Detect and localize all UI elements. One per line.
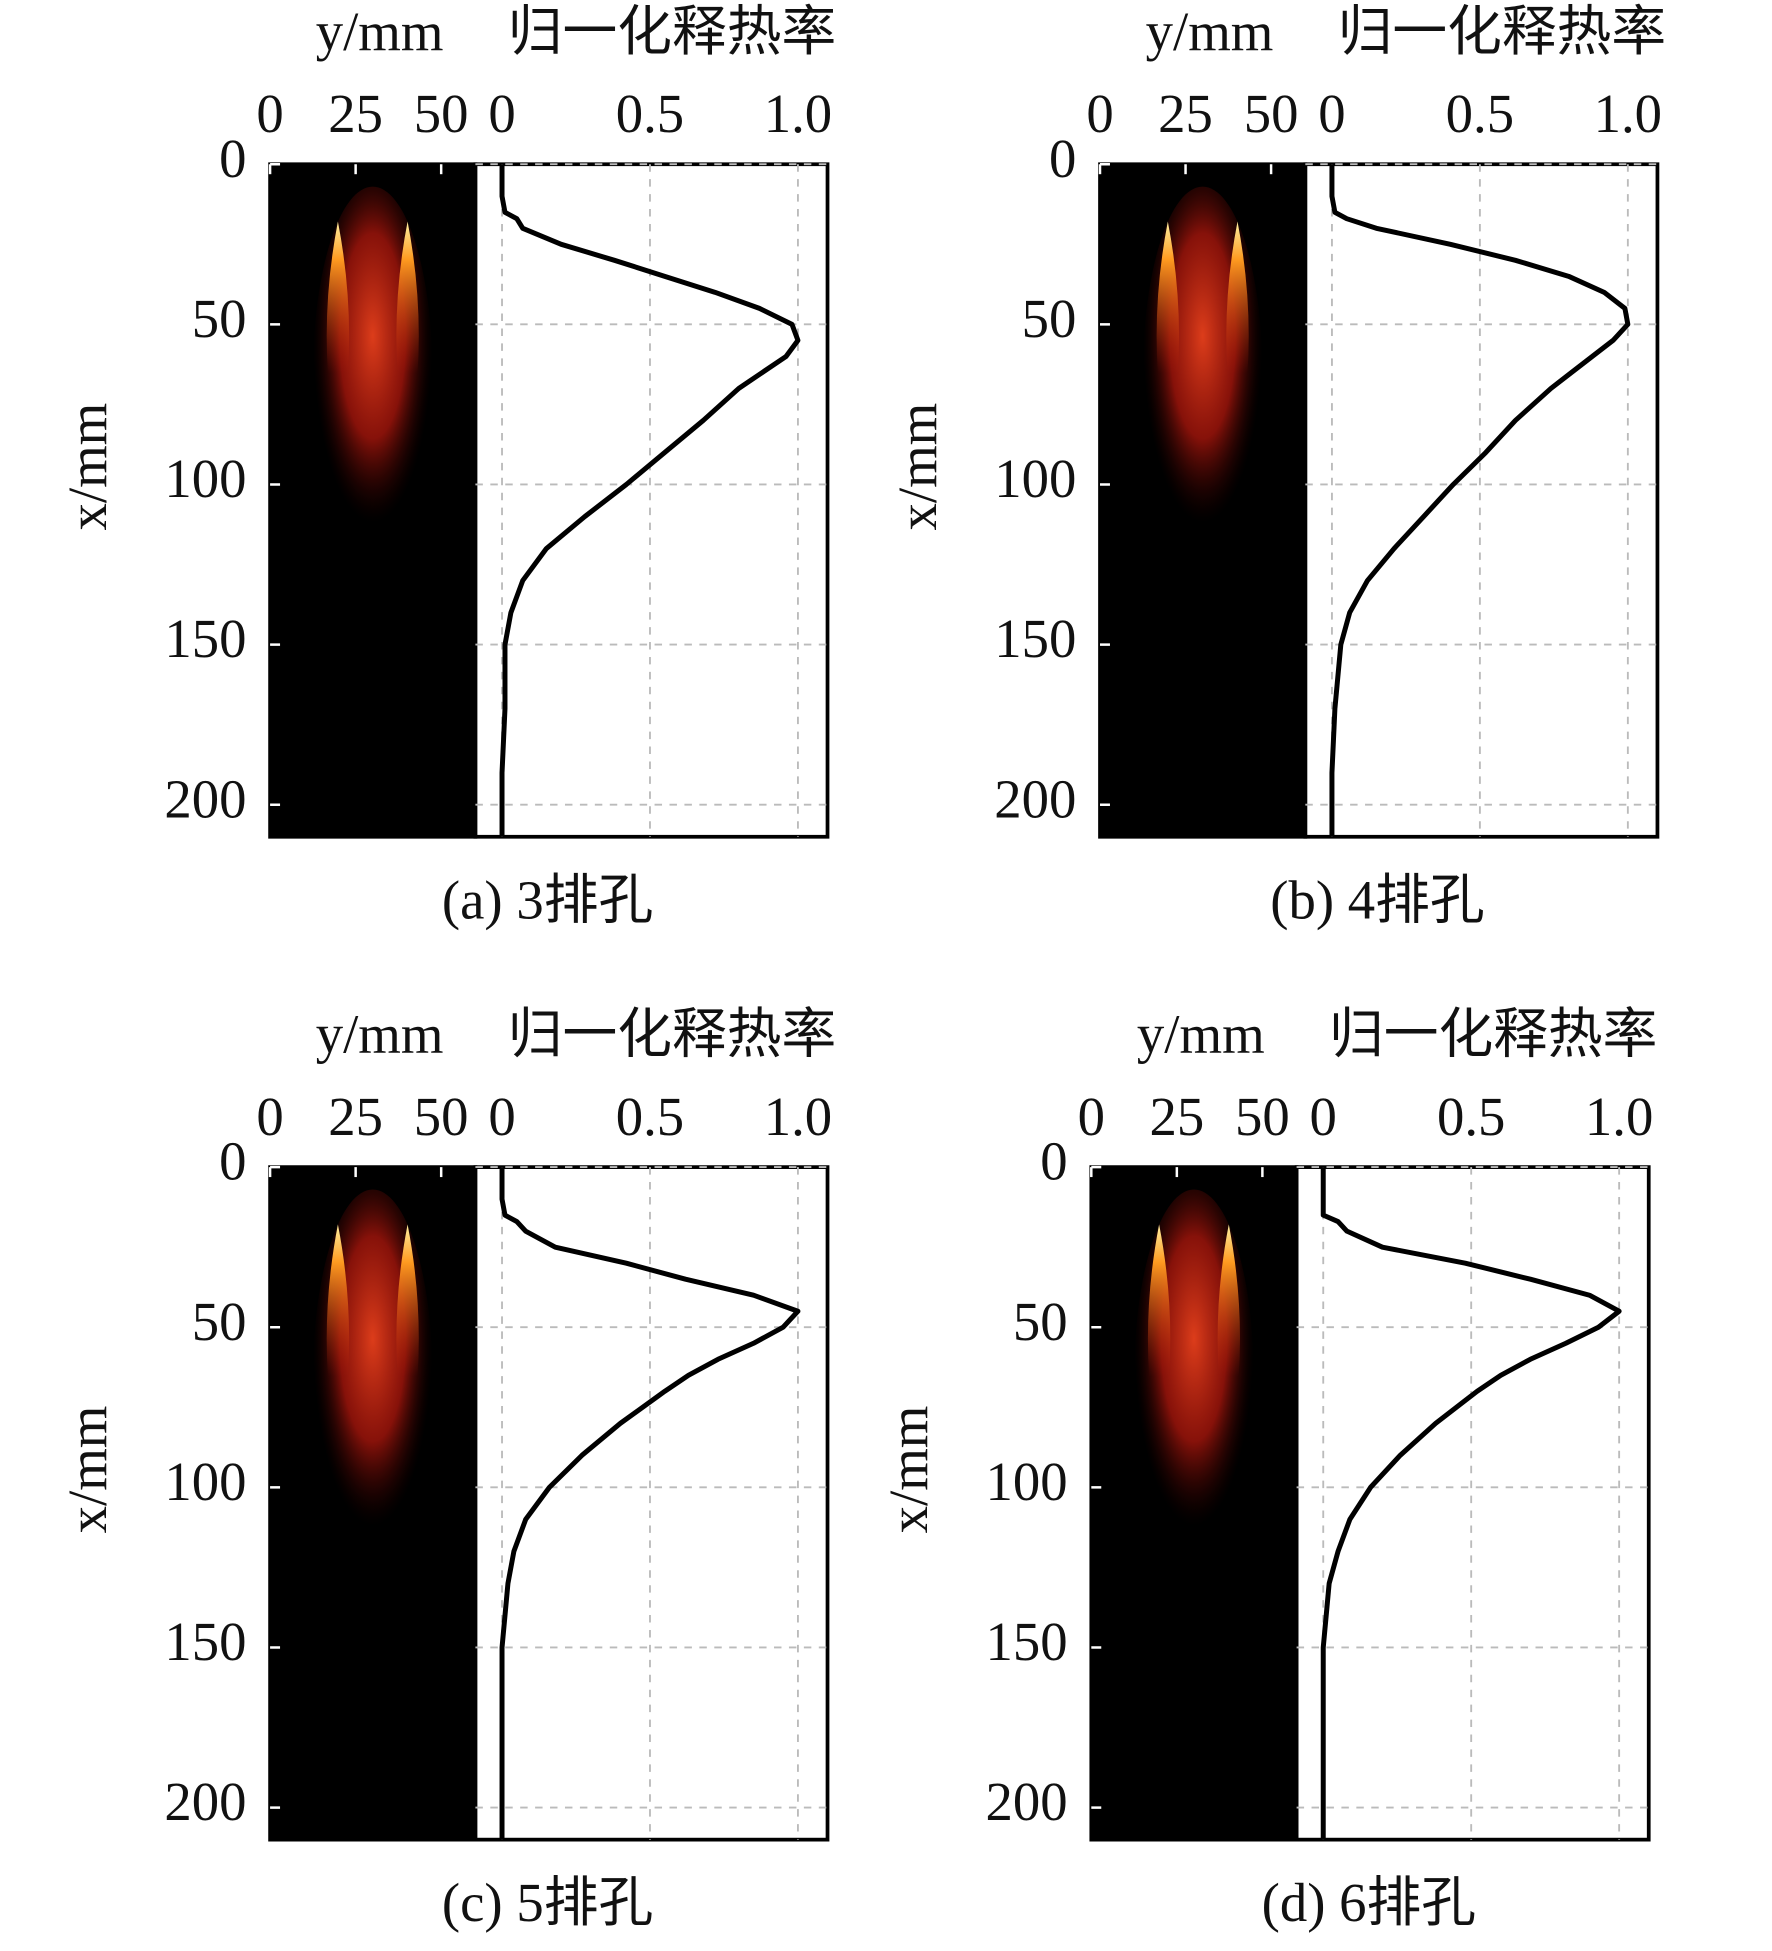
y-axis-label: 归一化释热率 [508,1004,836,1065]
x-axis-label: x/mm [57,1406,118,1534]
y-tick-label: 1.0 [764,83,832,144]
y-tick-label: 0 [1310,1086,1337,1147]
y-tick-label: 0.5 [616,83,684,144]
x-tick-label: 150 [986,1611,1068,1672]
flame-tick-label: 50 [1235,1086,1290,1147]
flame-frame [1098,162,1308,839]
x-tick-label: 50 [192,288,247,349]
x-tick-label: 200 [994,768,1076,829]
x-tick-label: 200 [164,768,246,829]
flame-axis-label: y/mm [1146,1,1274,62]
caption: (d) 6排孔 [1262,1872,1476,1933]
y-tick-label: 0.5 [1446,83,1514,144]
flame-cone [1156,221,1180,374]
plot-frame [1294,1165,1651,1842]
x-tick-label: 100 [164,448,246,509]
x-tick-label: 0 [219,1131,246,1192]
x-axis-label: x/mm [57,403,118,531]
flame-cone [1147,1224,1171,1377]
y-tick-label: 0.5 [616,1086,684,1147]
y-tick-label: 0.5 [1437,1086,1505,1147]
caption: (b) 4排孔 [1270,869,1484,930]
flame-axis-label: y/mm [316,1004,444,1065]
x-tick-label: 50 [1013,1291,1068,1352]
x-tick-label: 0 [219,128,246,189]
flame-cone [326,1224,350,1377]
y-tick-label: 1.0 [1585,1086,1653,1147]
caption: (c) 5排孔 [442,1872,653,1933]
heat-release-line [1320,1167,1622,1840]
x-tick-label: 0 [1040,1131,1067,1192]
plot-frame [1303,162,1660,839]
flame-cone [326,221,350,374]
flame-tick-label: 0 [256,1086,283,1147]
x-tick-label: 50 [192,1291,247,1352]
y-tick-label: 1.0 [764,1086,832,1147]
flame-axis-label: y/mm [1137,1004,1265,1065]
x-tick-label: 100 [994,448,1076,509]
flame-axis-label: y/mm [316,1,444,62]
heat-release-line [499,164,801,837]
flame-cone [396,221,419,374]
flame-tick-label: 25 [328,83,383,144]
flame-tick-label: 50 [414,1086,469,1147]
panel: 0 50 100 150 200 0 0.5 1.0 0 25 50 y/mm 归一化释热率 x/mm (b… [887,1,1666,930]
flame-cone [396,1224,419,1377]
x-tick-label: 0 [1049,128,1076,189]
y-tick-label: 1.0 [1594,83,1662,144]
x-tick-label: 200 [986,1771,1068,1832]
y-tick-label: 0 [1318,83,1345,144]
x-tick-label: 100 [164,1451,246,1512]
flame-cone [1226,221,1249,374]
flame-tick-label: 25 [1158,83,1213,144]
flame-frame [1089,1165,1299,1842]
flame-tick-label: 0 [1086,83,1113,144]
x-tick-label: 200 [164,1771,246,1832]
flame-tick-label: 0 [1078,1086,1105,1147]
flame-tick-label: 50 [414,83,469,144]
y-axis-label: 归一化释热率 [1338,1,1666,62]
x-tick-label: 100 [986,1451,1068,1512]
y-tick-label: 0 [488,83,515,144]
flame-tick-label: 50 [1244,83,1299,144]
x-axis-label: x/mm [887,403,948,531]
x-tick-label: 150 [994,608,1076,669]
x-tick-label: 150 [164,1611,246,1672]
flame-cone [1217,1224,1240,1377]
y-tick-label: 0 [488,1086,515,1147]
plot-frame [473,162,830,839]
flame-tick-label: 0 [256,83,283,144]
heat-release-line [499,1167,801,1840]
x-tick-label: 50 [1022,288,1077,349]
flame-tick-label: 25 [1149,1086,1204,1147]
caption: (a) 3排孔 [442,869,653,930]
panel: 0 50 100 150 200 0 0.5 1.0 0 25 50 y/mm 归一化释热率 x/mm (c… [57,1004,836,1933]
panel: 0 50 100 150 200 0 0.5 1.0 0 25 50 y/mm 归一化释热率 x/mm (a… [57,1,836,930]
panel: 0 50 100 150 200 0 0.5 1.0 0 25 50 y/mm 归一化释热率 x/mm (d… [878,1004,1657,1933]
y-axis-label: 归一化释热率 [1329,1004,1657,1065]
x-axis-label: x/mm [878,1406,939,1534]
heat-release-line [1329,164,1631,837]
flame-frame [268,1165,478,1842]
flame-tick-label: 25 [328,1086,383,1147]
x-tick-label: 150 [164,608,246,669]
y-axis-label: 归一化释热率 [508,1,836,62]
flame-frame [268,162,478,839]
